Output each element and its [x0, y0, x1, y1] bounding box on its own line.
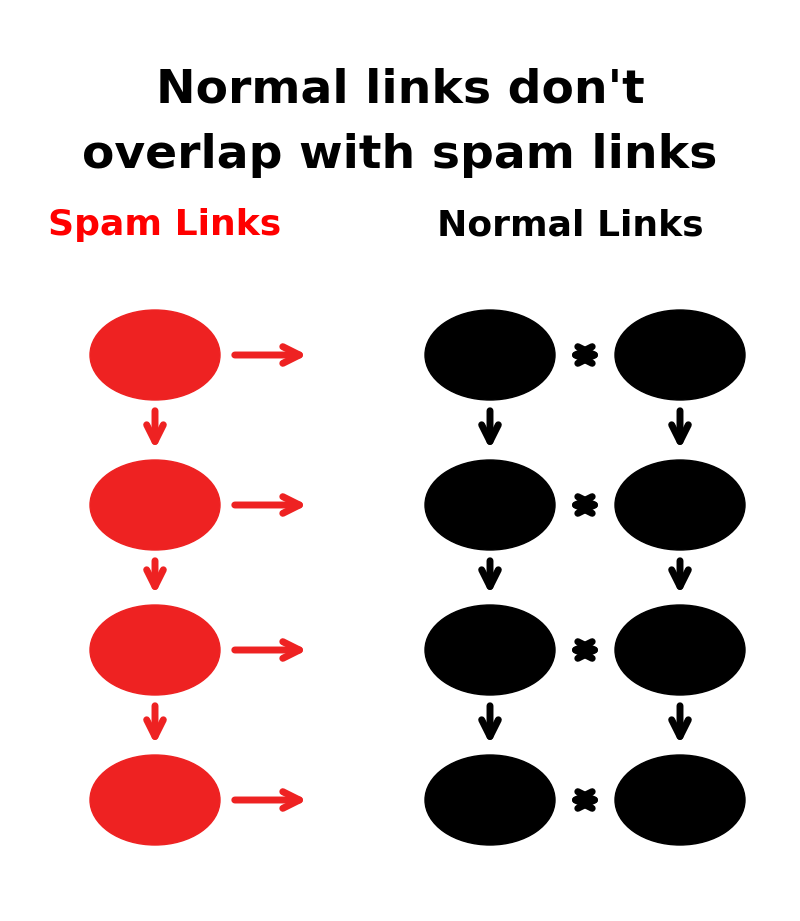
Ellipse shape — [90, 605, 220, 695]
Text: Spam Links: Spam Links — [48, 208, 282, 242]
Ellipse shape — [90, 310, 220, 400]
Text: Normal links don't: Normal links don't — [156, 67, 644, 112]
Ellipse shape — [425, 605, 555, 695]
Ellipse shape — [615, 310, 745, 400]
Ellipse shape — [425, 460, 555, 550]
Ellipse shape — [615, 460, 745, 550]
Ellipse shape — [90, 755, 220, 845]
Text: overlap with spam links: overlap with spam links — [82, 133, 718, 178]
Text: Normal Links: Normal Links — [437, 208, 703, 242]
Ellipse shape — [425, 310, 555, 400]
Ellipse shape — [615, 605, 745, 695]
Ellipse shape — [615, 755, 745, 845]
Ellipse shape — [425, 755, 555, 845]
Ellipse shape — [90, 460, 220, 550]
